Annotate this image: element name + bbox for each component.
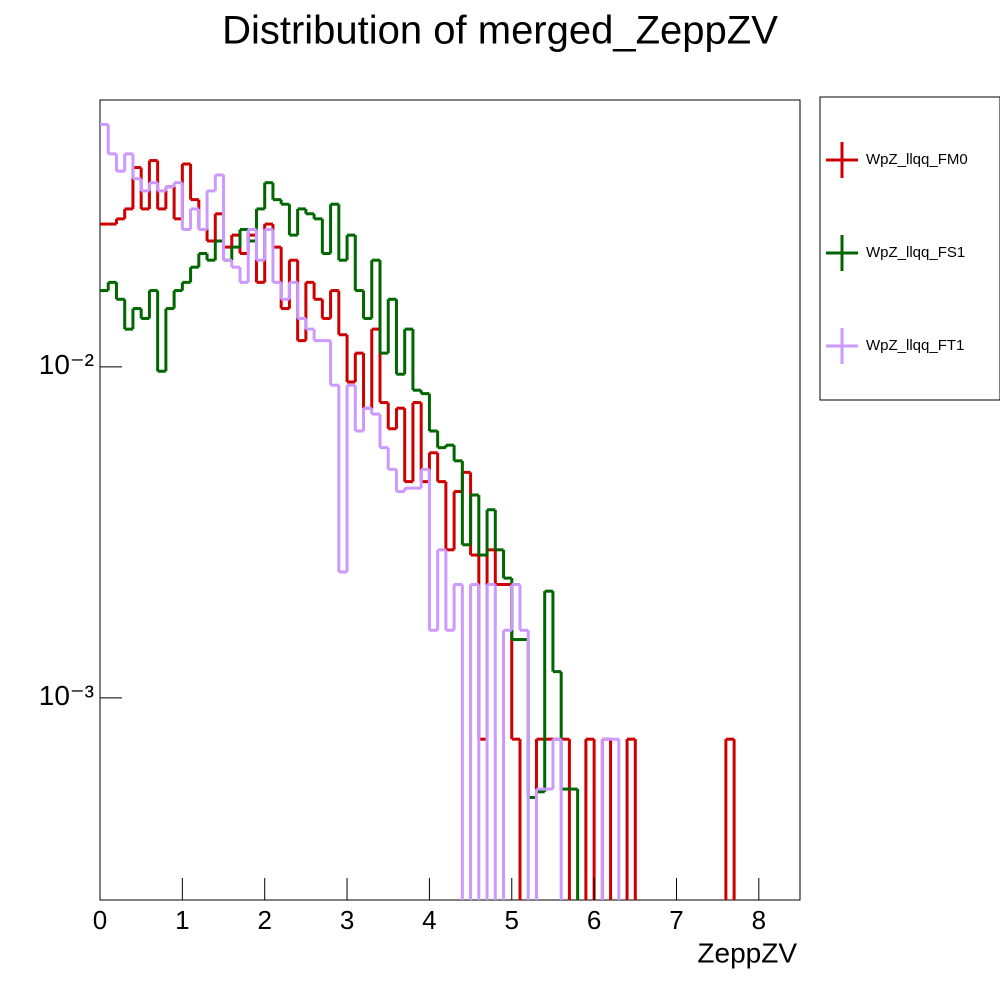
y-tick-label: 10⁻² bbox=[39, 349, 94, 380]
x-tick-label: 7 bbox=[669, 905, 683, 935]
x-tick-label: 2 bbox=[257, 905, 271, 935]
x-tick-label: 4 bbox=[422, 905, 436, 935]
legend-label: WpZ_llqq_FS1 bbox=[866, 244, 965, 261]
x-tick-label: 6 bbox=[587, 905, 601, 935]
x-tick-label: 0 bbox=[93, 905, 107, 935]
x-tick-label: 1 bbox=[175, 905, 189, 935]
legend-box bbox=[819, 96, 1000, 401]
plot-area bbox=[100, 122, 736, 900]
legend-label: WpZ_llqq_FM0 bbox=[866, 151, 968, 168]
legend-label: WpZ_llqq_FT1 bbox=[866, 337, 964, 354]
chart-title: Distribution of merged_ZeppZV bbox=[222, 9, 778, 53]
x-axis-label: ZeppZV bbox=[697, 937, 797, 968]
plot-frame bbox=[99, 99, 801, 901]
y-tick-label: 10⁻³ bbox=[39, 680, 94, 711]
x-tick-label: 3 bbox=[340, 905, 354, 935]
x-tick-label: 8 bbox=[752, 905, 766, 935]
x-tick-label: 5 bbox=[505, 905, 519, 935]
